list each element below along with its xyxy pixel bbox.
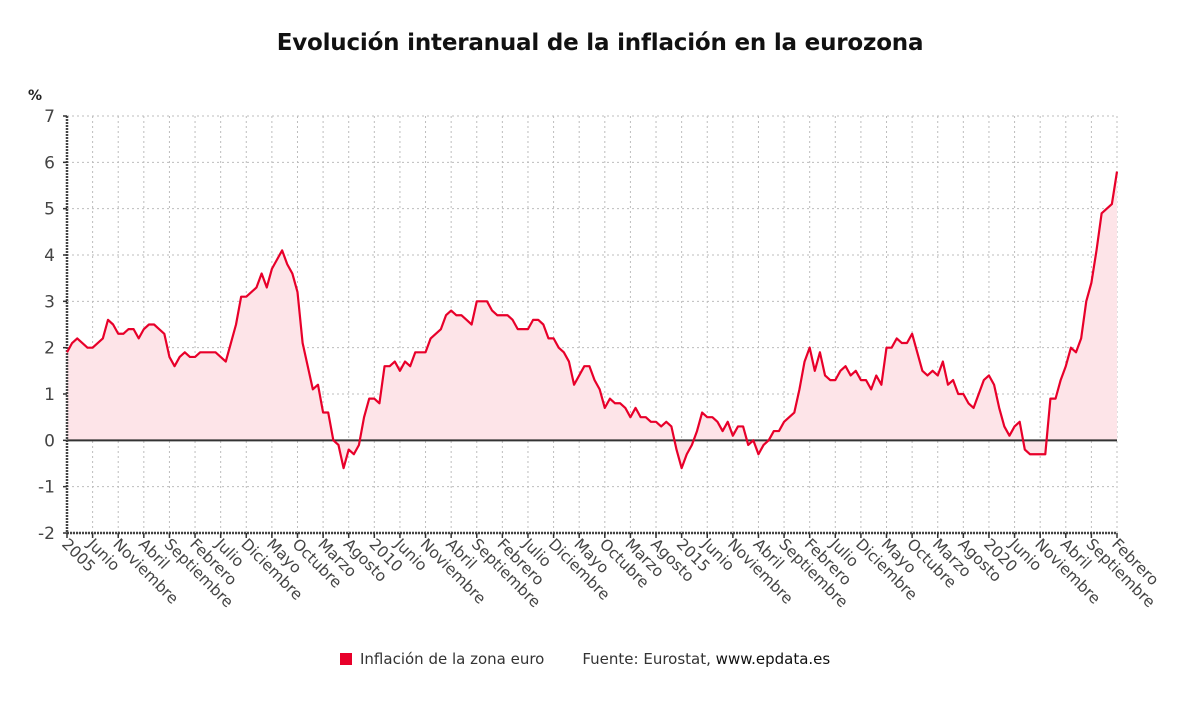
y-tick-label: 6 bbox=[44, 153, 55, 173]
chart-title: Evolución interanual de la inflación en … bbox=[276, 30, 924, 56]
y-tick-label: 3 bbox=[44, 292, 55, 312]
source-prefix: Fuente: Eurostat, bbox=[582, 650, 711, 668]
y-tick-label: 7 bbox=[44, 107, 55, 127]
y-tick-labels: -2 -1 0 1 2 3 4 5 6 7 bbox=[38, 107, 67, 544]
source-note: Fuente: Eurostat, www.epdata.es bbox=[582, 650, 830, 668]
legend: Inflación de la zona euro Fuente: Eurost… bbox=[340, 650, 830, 668]
x-tick-labels: 2005JunioNoviembreAbrilSeptiembreFebrero… bbox=[58, 533, 1162, 611]
y-tick-label: 4 bbox=[44, 246, 55, 266]
legend-swatch bbox=[340, 653, 352, 665]
y-tick-label: -1 bbox=[38, 478, 55, 498]
y-tick-label: -2 bbox=[38, 524, 55, 544]
legend-entry: Inflación de la zona euro bbox=[360, 650, 545, 668]
y-tick-label: 2 bbox=[44, 339, 55, 359]
y-axis-label: % bbox=[28, 88, 42, 104]
grid bbox=[67, 115, 1118, 534]
y-tick-label: 5 bbox=[44, 200, 55, 220]
y-tick-label: 1 bbox=[44, 385, 55, 405]
y-tick-label: 0 bbox=[44, 431, 55, 451]
source-site: www.epdata.es bbox=[715, 650, 831, 668]
series-area bbox=[67, 171, 1117, 469]
series-line bbox=[66, 171, 1119, 470]
